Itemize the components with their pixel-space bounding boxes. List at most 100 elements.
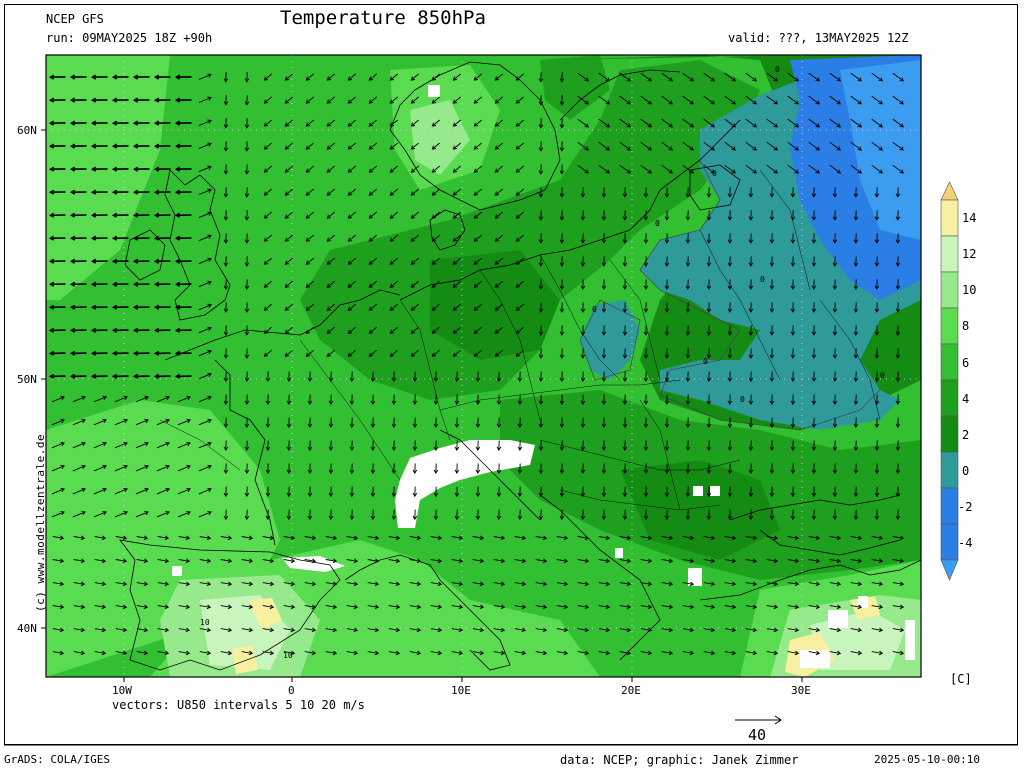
wind-vector xyxy=(348,96,356,104)
wind-vector xyxy=(388,651,400,654)
wind-vector-head xyxy=(143,650,149,656)
wind-vector-head xyxy=(857,146,862,151)
wind-vector-head xyxy=(174,212,181,218)
wind-vector-head xyxy=(265,400,271,405)
wind-vector-head xyxy=(153,120,160,126)
wind-vector-head xyxy=(899,650,905,656)
wind-vector-head xyxy=(389,352,395,357)
wind-vector-head xyxy=(584,169,589,174)
wind-vector-head xyxy=(685,515,691,521)
wind-vector-head xyxy=(284,76,290,81)
wind-vector xyxy=(850,95,862,105)
wind-vector-head xyxy=(122,604,128,610)
wind-vector-head xyxy=(332,604,338,610)
wind-vector-head xyxy=(90,373,97,379)
wind-vector xyxy=(892,164,904,174)
wind-vector-head xyxy=(832,492,838,498)
wind-vector-head xyxy=(132,189,139,195)
wind-vector xyxy=(682,628,694,631)
wind-vector-head xyxy=(223,308,229,313)
wind-vector xyxy=(661,651,673,654)
wind-vector-head xyxy=(479,535,485,541)
wind-vector-head xyxy=(605,627,611,633)
wind-vector-head xyxy=(790,469,796,474)
wind-vector-head xyxy=(185,558,191,564)
wind-vector-head xyxy=(752,123,757,128)
wind-vector-head xyxy=(515,191,521,196)
wind-vector-head xyxy=(326,237,332,242)
wind-vector-head xyxy=(647,100,652,105)
wind-vector-head xyxy=(706,331,712,336)
wind-vector xyxy=(432,326,440,334)
wind-vector-head xyxy=(69,327,76,333)
wind-vector-head xyxy=(305,306,311,311)
wind-vector-head xyxy=(207,280,212,285)
wind-vector xyxy=(346,582,358,585)
wind-vector-head xyxy=(668,535,674,541)
wind-vector-head xyxy=(475,515,481,521)
wind-vector xyxy=(199,582,211,585)
wind-vector-head xyxy=(263,214,269,219)
wind-vector xyxy=(453,349,461,357)
wind-vector-head xyxy=(248,581,254,587)
wind-vector-head xyxy=(878,123,883,128)
wind-vector-head xyxy=(878,77,883,82)
wind-vector-head xyxy=(206,558,212,564)
wind-vector xyxy=(829,164,841,174)
wind-vector-head xyxy=(307,515,313,521)
wind-vector-head xyxy=(521,558,527,564)
wind-vector xyxy=(198,488,212,495)
wind-vector xyxy=(430,559,442,562)
wind-vector-head xyxy=(269,604,275,610)
wind-vector-head xyxy=(794,100,799,105)
wind-vector-head xyxy=(347,145,353,150)
wind-vector-head xyxy=(836,535,842,541)
wind-vector-head xyxy=(832,193,838,198)
wind-vector-head xyxy=(727,262,733,267)
wind-vector xyxy=(348,326,356,334)
wind-vector xyxy=(598,651,610,654)
lon-label-10w: 10W xyxy=(112,684,132,697)
wind-vector xyxy=(472,582,484,585)
wind-vector xyxy=(135,442,149,449)
wind-vector xyxy=(264,211,272,219)
wind-vector xyxy=(304,628,316,631)
wind-vector-head xyxy=(368,99,374,104)
wind-vector-head xyxy=(48,212,55,218)
wind-vector-head xyxy=(773,581,779,587)
wind-vector-head xyxy=(584,558,590,564)
wind-vector-head xyxy=(223,147,229,152)
wind-vector xyxy=(787,95,799,105)
wind-vector-head xyxy=(706,377,712,382)
wind-vector-head xyxy=(475,446,481,451)
wind-vector xyxy=(327,280,335,288)
wind-vector-head xyxy=(517,446,523,451)
wind-vector xyxy=(808,141,820,151)
wind-vector-head xyxy=(206,650,212,656)
wind-vector-head xyxy=(500,535,506,541)
wind-vector-head xyxy=(307,492,313,498)
wind-vector-head xyxy=(773,146,778,151)
wind-vector-head xyxy=(452,260,458,265)
wind-vector-head xyxy=(601,193,607,198)
wind-vector-head xyxy=(706,400,712,405)
colorbar-12-14 xyxy=(940,199,959,237)
valid-time: valid: ???, 13MAY2025 12Z xyxy=(728,31,909,45)
wind-vector-head xyxy=(286,492,292,498)
wind-vector xyxy=(94,605,106,608)
wind-vector-head xyxy=(305,260,311,265)
wind-vector-head xyxy=(685,492,691,498)
wind-vector-head xyxy=(815,627,821,633)
wind-vector-head xyxy=(748,446,754,451)
wind-vector xyxy=(745,118,757,128)
undefined-caucasus xyxy=(905,620,915,660)
colorbar-bottom-arrow xyxy=(940,559,959,581)
wind-vector xyxy=(850,536,862,539)
wind-vector xyxy=(892,628,904,631)
wind-vector-head xyxy=(290,558,296,564)
wind-vector-head xyxy=(790,308,796,313)
wind-vector-head xyxy=(59,581,65,587)
wind-vector-head xyxy=(111,166,118,172)
wind-vector-head xyxy=(374,604,380,610)
wind-vector-head xyxy=(90,143,97,149)
